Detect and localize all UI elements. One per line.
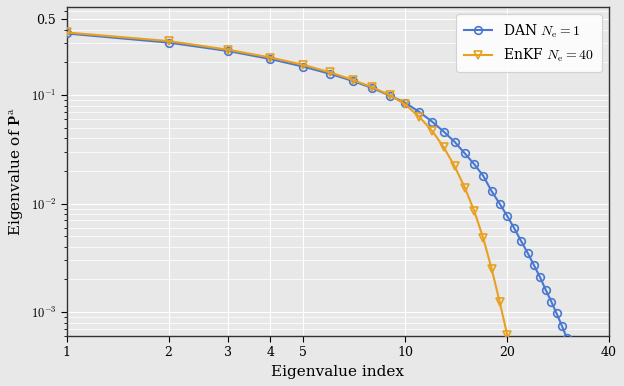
DAN $N_\mathrm{e} = 1$ [563,335,570,340]
EnKF $N_\mathrm{e} = 40$ [488,267,495,271]
EnKF $N_\mathrm{e} = 40$ [428,129,436,133]
EnKF $N_\mathrm{e} = 40$ [470,209,478,213]
Y-axis label: Eigenvalue of $\mathbf{P}^\mathrm{a}$: Eigenvalue of $\mathbf{P}^\mathrm{a}$ [7,107,25,236]
EnKF $N_\mathrm{e} = 40$ [300,63,307,67]
EnKF $N_\mathrm{e} = 40$ [479,236,487,240]
DAN $N_\mathrm{e} = 1$ [572,359,580,364]
DAN $N_\mathrm{e} = 1$ [63,31,71,36]
EnKF $N_\mathrm{e} = 40$ [326,70,334,75]
DAN $N_\mathrm{e} = 1$ [470,162,478,167]
DAN $N_\mathrm{e} = 1$ [582,383,589,386]
DAN $N_\mathrm{e} = 1$ [553,311,560,316]
DAN $N_\mathrm{e} = 1$ [530,263,538,267]
EnKF $N_\mathrm{e} = 40$ [504,332,511,337]
EnKF $N_\mathrm{e} = 40$ [416,115,423,119]
EnKF $N_\mathrm{e} = 40$ [349,78,356,82]
Line: DAN $N_\mathrm{e} = 1$: DAN $N_\mathrm{e} = 1$ [63,30,613,386]
EnKF $N_\mathrm{e} = 40$ [451,164,459,169]
DAN $N_\mathrm{e} = 1$ [577,371,585,376]
EnKF $N_\mathrm{e} = 40$ [386,93,394,97]
DAN $N_\mathrm{e} = 1$ [536,275,544,279]
DAN $N_\mathrm{e} = 1$ [496,201,504,206]
DAN $N_\mathrm{e} = 1$ [510,226,518,231]
DAN $N_\mathrm{e} = 1$ [326,71,334,76]
EnKF $N_\mathrm{e} = 40$ [510,365,518,369]
DAN $N_\mathrm{e} = 1$ [461,151,469,156]
DAN $N_\mathrm{e} = 1$ [349,79,356,83]
EnKF $N_\mathrm{e} = 40$ [496,299,504,304]
DAN $N_\mathrm{e} = 1$ [225,49,232,53]
Line: EnKF $N_\mathrm{e} = 40$: EnKF $N_\mathrm{e} = 40$ [63,29,525,386]
DAN $N_\mathrm{e} = 1$ [451,140,459,144]
DAN $N_\mathrm{e} = 1$ [517,239,525,244]
DAN $N_\mathrm{e} = 1$ [547,299,555,304]
DAN $N_\mathrm{e} = 1$ [488,189,495,193]
DAN $N_\mathrm{e} = 1$ [300,64,307,69]
DAN $N_\mathrm{e} = 1$ [401,100,409,105]
DAN $N_\mathrm{e} = 1$ [524,251,532,255]
EnKF $N_\mathrm{e} = 40$ [63,30,71,35]
DAN $N_\mathrm{e} = 1$ [416,110,423,114]
DAN $N_\mathrm{e} = 1$ [568,347,575,352]
EnKF $N_\mathrm{e} = 40$ [461,185,469,190]
DAN $N_\mathrm{e} = 1$ [440,129,447,134]
DAN $N_\mathrm{e} = 1$ [266,57,274,61]
DAN $N_\mathrm{e} = 1$ [479,174,487,178]
DAN $N_\mathrm{e} = 1$ [386,93,394,98]
DAN $N_\mathrm{e} = 1$ [542,288,550,292]
EnKF $N_\mathrm{e} = 40$ [266,55,274,60]
DAN $N_\mathrm{e} = 1$ [558,323,565,328]
DAN $N_\mathrm{e} = 1$ [504,213,511,218]
EnKF $N_\mathrm{e} = 40$ [165,39,172,43]
EnKF $N_\mathrm{e} = 40$ [225,47,232,52]
EnKF $N_\mathrm{e} = 40$ [369,85,376,90]
X-axis label: Eigenvalue index: Eigenvalue index [271,365,404,379]
DAN $N_\mathrm{e} = 1$ [369,86,376,90]
DAN $N_\mathrm{e} = 1$ [165,40,172,45]
Legend: DAN $N_\mathrm{e} = 1$, EnKF $N_\mathrm{e} = 40$: DAN $N_\mathrm{e} = 1$, EnKF $N_\mathrm{… [456,14,602,72]
EnKF $N_\mathrm{e} = 40$ [401,102,409,107]
DAN $N_\mathrm{e} = 1$ [428,119,436,124]
EnKF $N_\mathrm{e} = 40$ [440,145,447,150]
